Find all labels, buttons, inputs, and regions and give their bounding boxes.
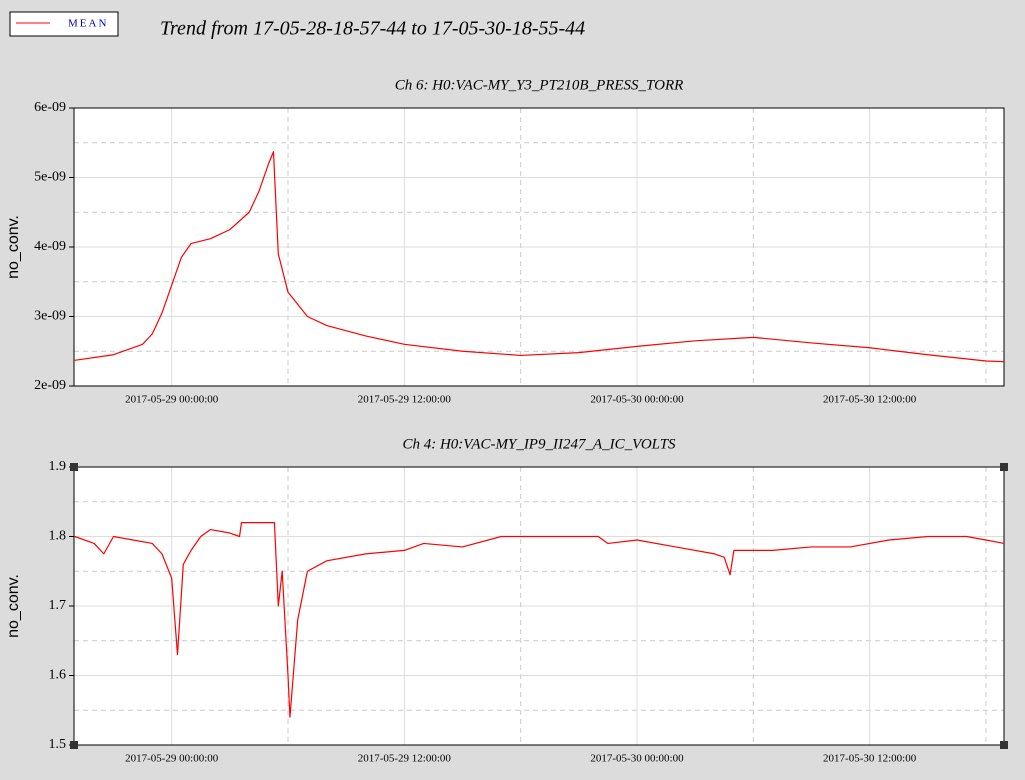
y-tick-label: 3e-09: [34, 309, 66, 324]
selection-handle: [70, 741, 78, 749]
page-title: Trend from 17-05-28-18-57-44 to 17-05-30…: [160, 18, 585, 40]
chart-title: Ch 4: H0:VAC-MY_IP9_II247_A_IC_VOLTS: [402, 436, 676, 452]
y-tick-label: 1.8: [49, 529, 67, 544]
data-line: [74, 522, 1005, 718]
x-tick-label: 2017-05-30 12:00:00: [823, 394, 917, 406]
x-tick-label: 2017-05-29 12:00:00: [358, 753, 452, 765]
plot-frame: [73, 107, 1005, 387]
y-tick-label: 6e-09: [34, 100, 66, 115]
y-tick-label: 1.7: [49, 598, 67, 613]
plot-frame: [73, 466, 1005, 746]
y-tick-label: 1.6: [49, 668, 67, 683]
y-tick-label: 5e-09: [34, 170, 66, 185]
y-tick-label: 1.9: [49, 459, 67, 474]
x-tick-label: 2017-05-30 00:00:00: [590, 394, 684, 406]
data-line: [74, 151, 1005, 363]
y-tick-label: 2e-09: [34, 378, 66, 393]
x-tick-label: 2017-05-30 12:00:00: [823, 753, 917, 765]
selection-handle: [70, 463, 78, 471]
chart-title: Ch 6: H0:VAC-MY_Y3_PT210B_PRESS_TORR: [395, 77, 684, 93]
selection-handle: [1000, 741, 1008, 749]
y-tick-label: 1.5: [49, 737, 67, 752]
legend-label: MEAN: [68, 18, 108, 30]
y-tick-label: 4e-09: [34, 239, 66, 254]
x-tick-label: 2017-05-30 00:00:00: [590, 753, 684, 765]
x-tick-label: 2017-05-29 12:00:00: [358, 394, 452, 406]
x-tick-label: 2017-05-29 00:00:00: [125, 394, 219, 406]
selection-handle: [1000, 463, 1008, 471]
y-axis-label: no_conv.: [5, 215, 22, 279]
y-axis-label: no_conv.: [5, 574, 22, 638]
legend-box: [9, 11, 119, 37]
x-tick-label: 2017-05-29 00:00:00: [125, 753, 219, 765]
